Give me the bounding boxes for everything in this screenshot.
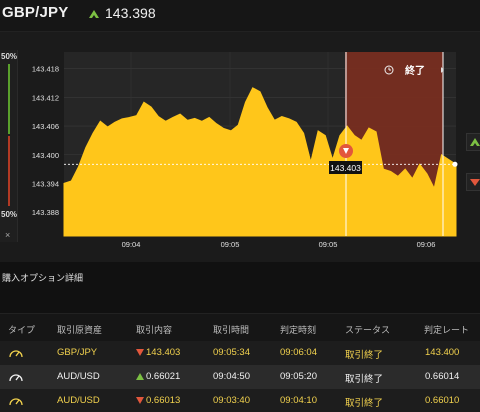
- judge-time-cell: 09:06:04: [280, 347, 317, 358]
- gauge-icon: [9, 350, 23, 358]
- entry-price-text: 143.403: [330, 163, 361, 173]
- gauge-icon: [9, 398, 23, 406]
- close-icon[interactable]: ×: [5, 230, 11, 240]
- content-value: 143.403: [146, 347, 181, 358]
- trade-time-cell: 09:05:34: [213, 347, 250, 358]
- rate-cell: 0.66010: [425, 395, 460, 406]
- history-icon: [384, 65, 394, 75]
- trade-time-cell: 09:03:40: [213, 395, 250, 406]
- table-header: タイプ 取引原資産 取引内容 取引時間 判定時刻 ステータス 判定レート: [0, 313, 480, 341]
- sentiment-top-percent: 50%: [1, 52, 18, 61]
- rate-cell: 0.66014: [425, 371, 460, 382]
- call-tab[interactable]: [466, 133, 480, 151]
- sentiment-bottom-percent: 50%: [1, 210, 18, 219]
- column-header-status: ステータス: [345, 325, 391, 335]
- column-header-judge-time: 判定時刻: [280, 325, 317, 335]
- x-axis-ticks: 09:04 09:05 09:05 09:06: [122, 240, 436, 249]
- expiry-label: 終了: [405, 64, 425, 77]
- status-cell: 取引終了: [345, 398, 384, 409]
- content-value: 0.66021: [146, 371, 181, 382]
- y-tick-label: 143.418: [32, 65, 59, 74]
- x-tick-label: 09:05: [221, 240, 240, 249]
- gauge-icon: [9, 374, 23, 382]
- status-cell: 取引終了: [345, 350, 384, 361]
- sentiment-bar: 50% 50% ×: [0, 50, 18, 242]
- rate-cell: 143.400: [425, 347, 460, 358]
- y-tick-label: 143.388: [32, 208, 59, 217]
- status-cell: 取引終了: [345, 374, 384, 385]
- x-tick-label: 09:05: [319, 240, 338, 249]
- entry-marker: [339, 144, 353, 158]
- up-arrow-icon: [470, 138, 480, 146]
- put-tab[interactable]: [466, 173, 480, 191]
- table-row[interactable]: GBP/JPY 143.403 09:05:34 09:06:04 取引終了 1…: [0, 341, 480, 365]
- judge-time-cell: 09:05:20: [280, 371, 317, 382]
- purchase-details-title: 購入オプション詳細: [2, 273, 84, 283]
- trade-time-cell: 09:04:50: [213, 371, 250, 382]
- column-header-asset: 取引原資産: [57, 325, 103, 335]
- asset-cell: GBP/JPY: [57, 347, 98, 358]
- y-tick-label: 143.394: [32, 179, 59, 188]
- current-price: 143.398: [105, 5, 156, 21]
- asset-cell: AUD/USD: [57, 395, 100, 406]
- asset-cell: AUD/USD: [57, 371, 100, 382]
- content-value: 0.66013: [146, 395, 181, 406]
- asset-header: GBP/JPY 143.398: [0, 0, 480, 32]
- current-price-dot: [452, 161, 458, 167]
- column-header-trade-time: 取引時間: [213, 325, 250, 335]
- column-header-content: 取引内容: [136, 325, 173, 335]
- column-header-type: タイプ: [8, 325, 36, 335]
- y-axis-ticks: 143.418 143.412 143.406 143.400 143.394 143.3…: [32, 65, 59, 217]
- sentiment-up-line: [8, 64, 10, 134]
- table-row[interactable]: AUD/USD 0.66021 09:04:50 09:05:20 取引終了 0…: [0, 365, 480, 389]
- content-cell: 143.403: [136, 347, 180, 358]
- up-arrow-icon: [136, 373, 144, 380]
- down-arrow-icon: [470, 179, 480, 186]
- column-header-rate: 判定レート: [424, 325, 470, 335]
- sentiment-down-line: [8, 136, 10, 206]
- judge-time-cell: 09:04:10: [280, 395, 317, 406]
- y-tick-label: 143.412: [32, 93, 59, 102]
- entry-price-badge: [329, 161, 362, 174]
- down-arrow-icon: [343, 148, 349, 154]
- content-cell: 0.66021: [136, 371, 180, 382]
- content-cell: 0.66013: [136, 395, 180, 406]
- down-arrow-icon: [136, 397, 144, 404]
- x-tick-label: 09:06: [417, 240, 436, 249]
- y-tick-label: 143.400: [32, 151, 59, 160]
- y-tick-label: 143.406: [32, 122, 59, 131]
- chevron-left-icon: [441, 67, 444, 73]
- price-area: [63, 87, 457, 237]
- table-row[interactable]: AUD/USD 0.66013 09:03:40 09:04:10 取引終了 0…: [0, 389, 480, 412]
- up-arrow-icon: [89, 10, 99, 18]
- price-chart[interactable]: 143.418 143.412 143.406 143.400 143.394 143.3…: [0, 32, 480, 262]
- x-tick-label: 09:04: [122, 240, 141, 249]
- down-arrow-icon: [136, 349, 144, 356]
- asset-pair-title[interactable]: GBP/JPY: [2, 4, 69, 21]
